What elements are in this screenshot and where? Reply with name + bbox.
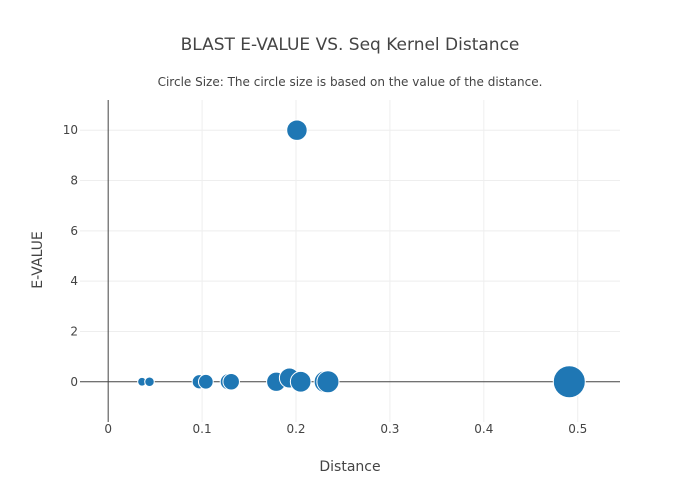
y-tick-labels: 0 2 4 6 8 10 [63,123,78,389]
y-tick-label: 10 [63,123,78,137]
chart-title: BLAST E-VALUE VS. Seq Kernel Distance [181,35,520,55]
data-point[interactable] [552,365,586,399]
y-tick-label: 6 [70,224,78,238]
data-point[interactable] [289,370,312,393]
data-point[interactable] [144,376,155,388]
x-tick-label: 0.2 [286,422,305,436]
data-point[interactable] [316,370,340,394]
x-tick-label: 0 [104,422,112,436]
data-points [137,119,586,399]
data-point[interactable] [197,373,214,390]
y-tick-label: 4 [70,274,78,288]
x-tick-label: 0.1 [193,422,212,436]
chart-subtitle: Circle Size: The circle size is based on… [158,75,543,89]
y-tick-label: 0 [70,375,78,389]
x-tick-label: 0.4 [474,422,493,436]
y-axis-title: E-VALUE [30,231,46,289]
y-tick-label: 8 [70,174,78,188]
zero-lines [80,100,620,422]
x-tick-label: 0.5 [568,422,587,436]
grid-lines [80,100,620,422]
x-tick-labels: 0 0.1 0.2 0.3 0.4 0.5 [104,422,587,436]
x-axis-title: Distance [319,459,380,475]
x-tick-label: 0.3 [380,422,399,436]
y-tick-label: 2 [70,324,78,338]
data-point[interactable] [286,119,308,141]
data-point[interactable] [222,372,240,391]
